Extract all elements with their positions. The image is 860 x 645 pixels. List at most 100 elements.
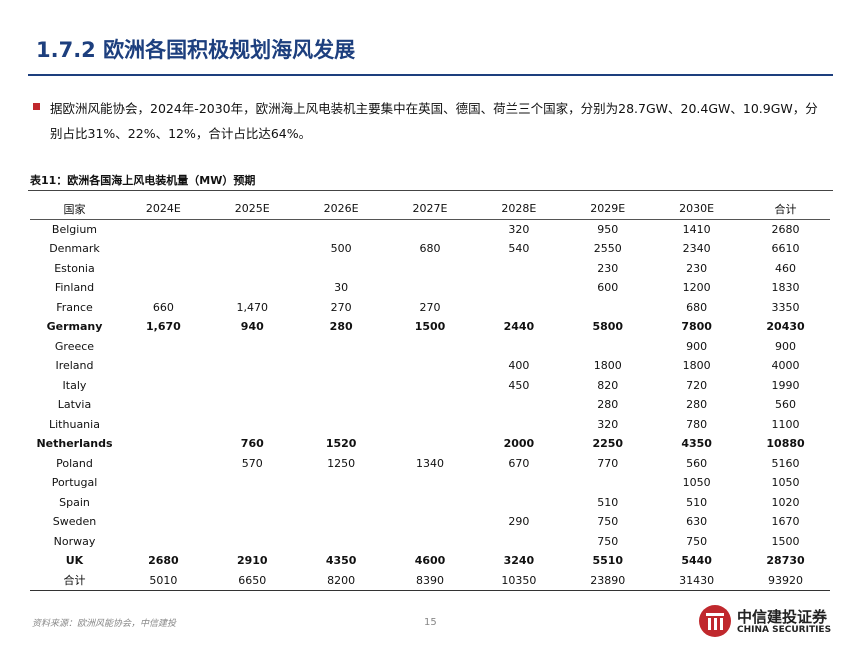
- table-cell: 2000: [503, 437, 535, 451]
- table-cell: 570: [241, 456, 263, 470]
- table-cell: 93920: [741, 570, 830, 591]
- table-row: Germany 1,670 940 280 1500 2440 5800 7800 20430: [30, 317, 830, 337]
- table-cell: [297, 337, 386, 357]
- table-cell: [119, 395, 208, 415]
- table-cell: Belgium: [51, 222, 98, 236]
- table-cell: [297, 376, 386, 396]
- table-cell: 2250: [592, 437, 624, 451]
- table-cell: 5510: [592, 554, 624, 568]
- table-cell: 2680: [148, 554, 179, 568]
- table-row: Latvia 280 280 560: [30, 395, 830, 415]
- table-cell: 28730: [766, 554, 805, 568]
- table-cell: [297, 415, 386, 435]
- table-cell: 1990: [771, 378, 800, 392]
- table-cell: 950: [597, 222, 619, 236]
- table-cell: 1410: [682, 222, 711, 236]
- table-row: Norway 750 750 1500: [30, 532, 830, 552]
- table-cell: 2680: [771, 222, 800, 236]
- table-cell: [297, 493, 386, 513]
- table-cell: [119, 219, 208, 239]
- header-cell: 2026E: [296, 199, 386, 220]
- table-cell: [119, 376, 208, 396]
- table-caption: 表11：欧洲各国海上风电装机量（MW）预期: [30, 174, 256, 187]
- table-cell: 5010: [118, 570, 208, 591]
- source-note: 资料来源：欧洲风能协会，中信建投: [32, 619, 177, 629]
- table-cell: [297, 473, 386, 493]
- table-cell: 560: [775, 398, 797, 412]
- table-cell: [208, 376, 297, 396]
- header-cell: 2025E: [207, 199, 297, 220]
- table-row: Estonia 230 230 460: [30, 259, 830, 279]
- table-cell: 230: [686, 261, 708, 275]
- table-cell: Lithuania: [49, 417, 100, 431]
- table-cell: [474, 298, 563, 318]
- table-cell: [297, 532, 386, 552]
- table-cell: 1800: [682, 359, 711, 373]
- table-cell: 1200: [682, 281, 711, 295]
- table-cell: 1500: [414, 320, 446, 334]
- table-cell: [297, 219, 386, 239]
- table-cell: [386, 278, 475, 298]
- table-cell: 670: [508, 456, 530, 470]
- table-cell: 1050: [771, 476, 800, 490]
- table-cell: 4350: [681, 437, 712, 451]
- table-cell: Germany: [46, 320, 103, 334]
- table-cell: Latvia: [57, 398, 92, 412]
- table-cell: 1,470: [236, 300, 269, 314]
- table-cell: 760: [240, 437, 264, 451]
- table-row: 合计 5010 6650 8200 8390 10350 23890 31430 93920: [30, 570, 830, 591]
- table-cell: 230: [597, 261, 619, 275]
- table-cell: 280: [597, 398, 619, 412]
- header-cell: 国家: [30, 199, 119, 220]
- table-cell: [386, 259, 475, 279]
- table-cell: UK: [65, 554, 84, 568]
- table-cell: 450: [508, 378, 530, 392]
- table-cell: Finland: [54, 281, 95, 295]
- table-row: UK 2680 2910 4350 4600 3240 5510 5440 28730: [30, 551, 830, 571]
- table-cell: 23890: [563, 570, 653, 591]
- caption-rule: [28, 190, 833, 191]
- table-cell: [119, 415, 208, 435]
- table-cell: 280: [686, 398, 708, 412]
- table-cell: 8390: [385, 570, 475, 591]
- table-cell: [297, 259, 386, 279]
- table-row: Denmark 500 680 540 2550 2340 6610: [30, 239, 830, 259]
- table-cell: 820: [597, 378, 619, 392]
- table-cell: [474, 493, 563, 513]
- section-title: 1.7.2 欧洲各国积极规划海风发展: [36, 38, 356, 62]
- table-cell: [208, 356, 297, 376]
- header-cell: 2029E: [563, 199, 653, 220]
- table-cell: [386, 395, 475, 415]
- table-cell: [208, 278, 297, 298]
- table-cell: [208, 512, 297, 532]
- table-cell: [119, 259, 208, 279]
- table-cell: 1250: [327, 456, 356, 470]
- table-cell: [386, 434, 475, 454]
- table-cell: [119, 532, 208, 552]
- table-cell: [474, 278, 563, 298]
- table-cell: [386, 493, 475, 513]
- table-cell: 720: [686, 378, 708, 392]
- table-cell: [386, 376, 475, 396]
- table-cell: [208, 532, 297, 552]
- table-row: Greece 900 900: [30, 337, 830, 357]
- table-cell: [474, 415, 563, 435]
- header-cell: 2024E: [118, 199, 208, 220]
- table-cell: [208, 395, 297, 415]
- table-cell: Denmark: [49, 242, 100, 256]
- table-cell: 5160: [771, 456, 800, 470]
- table-row: Sweden 290 750 630 1670: [30, 512, 830, 532]
- header-row: 国家 2024E 2025E 2026E 2027E 2028E 2029E 2030E 合计: [30, 199, 830, 220]
- table-cell: [474, 532, 563, 552]
- table-row: Ireland 400 1800 1800 4000: [30, 356, 830, 376]
- table-cell: [474, 395, 563, 415]
- table-cell: 770: [597, 456, 619, 470]
- table-cell: [386, 512, 475, 532]
- header-cell: 2028E: [474, 199, 564, 220]
- table-cell: 6650: [207, 570, 297, 591]
- table-cell: [208, 219, 297, 239]
- table-cell: 1830: [771, 281, 800, 295]
- table-cell: [119, 337, 208, 357]
- table-cell: 20430: [766, 320, 805, 334]
- bullet-icon: [33, 103, 40, 110]
